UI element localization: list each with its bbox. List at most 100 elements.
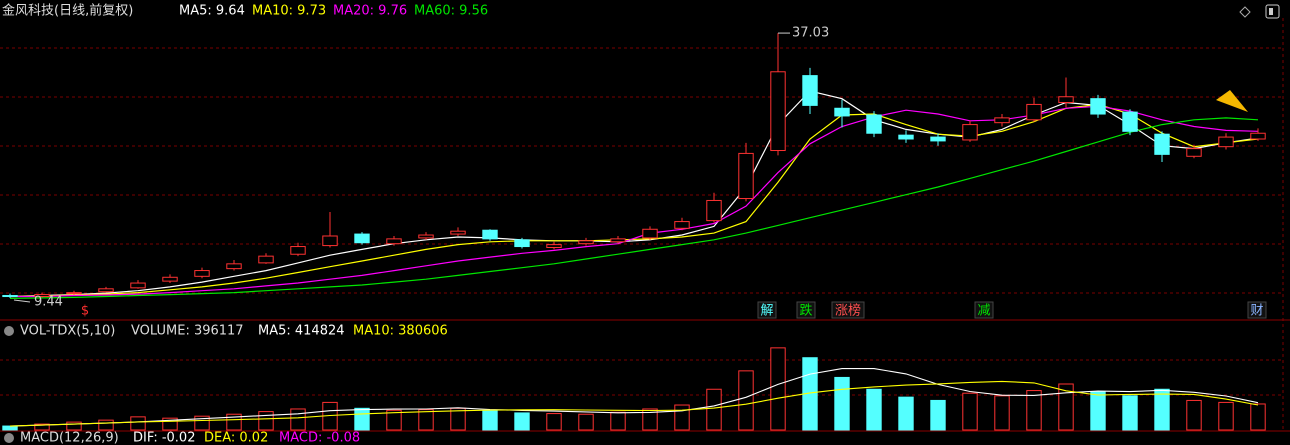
candle-body xyxy=(130,282,146,289)
event-box xyxy=(796,301,816,319)
volume-bar xyxy=(1090,391,1106,431)
low-label: 9.44 xyxy=(34,295,63,310)
volume-bar xyxy=(482,410,498,431)
candle-body xyxy=(1122,111,1138,132)
candle-body xyxy=(674,221,690,229)
candle-body xyxy=(226,263,242,270)
candle-body xyxy=(450,230,466,235)
ma-line xyxy=(10,105,1259,298)
volume-bar xyxy=(290,408,306,431)
volume-bar xyxy=(866,388,882,431)
ma-legend: MA10: 9.73 xyxy=(252,4,326,19)
volume-bar xyxy=(770,347,786,431)
volume-bar xyxy=(706,388,722,431)
macd-value: DEA: 0.02 xyxy=(204,431,268,445)
volume-bar xyxy=(1122,395,1138,431)
volume-value: VOLUME: 396117 xyxy=(131,324,244,339)
volume-ma-line xyxy=(9,380,1259,427)
event-marker: $ xyxy=(81,304,89,319)
ma-legend: MA60: 9.56 xyxy=(414,4,488,19)
volume-bar xyxy=(418,409,434,431)
candle-body xyxy=(258,255,274,264)
volume-bar xyxy=(1250,403,1266,431)
candle-body xyxy=(386,238,402,245)
volume-ma-legend: MA5: 414824 xyxy=(258,324,345,339)
candle-body xyxy=(834,107,850,117)
low-pointer xyxy=(13,299,31,303)
peak-label: 37.03 xyxy=(792,26,829,41)
candle-body xyxy=(898,134,914,140)
candle-body xyxy=(322,235,338,247)
candle-body xyxy=(930,136,946,142)
candle-body xyxy=(482,229,498,240)
candle-body xyxy=(642,228,658,239)
volume-bar xyxy=(226,413,242,431)
volume-bar xyxy=(98,419,114,431)
volume-ma-line xyxy=(9,368,1259,427)
volume-ma-legend: MA10: 380606 xyxy=(353,324,448,339)
macd-value: DIF: -0.02 xyxy=(133,431,195,445)
volume-bar xyxy=(514,412,530,431)
macd-value: MACD: -0.08 xyxy=(279,431,360,445)
volume-bar xyxy=(162,417,178,431)
ma-line xyxy=(9,90,1259,298)
candle-body xyxy=(290,246,306,255)
volume-bar xyxy=(258,411,274,431)
volume-bar xyxy=(642,408,658,431)
macd-title: MACD(12,26,9) xyxy=(20,431,119,445)
arrow-icon xyxy=(1216,90,1248,112)
volume-bar xyxy=(194,415,210,431)
candle-body xyxy=(706,199,722,222)
ma-line xyxy=(9,103,1259,298)
volume-bar xyxy=(994,395,1010,431)
candle-body xyxy=(1026,103,1042,121)
candle-body xyxy=(162,276,178,282)
volume-bar xyxy=(1218,401,1234,431)
candle-body xyxy=(866,114,882,134)
ma-line xyxy=(9,117,1259,299)
volume-bar xyxy=(674,404,690,431)
event-marker: 涨榜 xyxy=(835,303,861,319)
volume-bar xyxy=(930,399,946,431)
event-box xyxy=(1247,301,1267,319)
candle-body xyxy=(994,117,1010,124)
candle-body xyxy=(1154,133,1170,155)
stock-title: 金风科技(日线,前复权) xyxy=(2,3,133,19)
candle-body xyxy=(1058,96,1074,104)
event-box xyxy=(831,301,865,319)
volume-title: VOL-TDX(5,10) xyxy=(20,324,115,339)
candle-body xyxy=(1250,132,1266,140)
candle-body xyxy=(418,234,434,239)
volume-bar xyxy=(66,421,82,431)
candle-body xyxy=(66,292,82,295)
volume-bar xyxy=(898,396,914,431)
volume-bar xyxy=(2,425,18,431)
ma-legend: MA20: 9.76 xyxy=(333,4,407,19)
candle-body xyxy=(578,240,594,245)
chart-layer: 37.03 9.44 $ 解 跌 涨榜 减 财 金风科技(日线,前复权) MA5: 9.64 MA1… xyxy=(2,3,1267,445)
ma-legend: MA5: 9.64 xyxy=(179,4,245,19)
candle-body xyxy=(2,295,18,298)
volume-bar xyxy=(578,413,594,431)
volume-bar xyxy=(1058,383,1074,431)
candle-body xyxy=(1090,98,1106,115)
candle-body xyxy=(1218,136,1234,148)
volume-bar xyxy=(610,411,626,431)
event-box xyxy=(757,301,777,319)
candle-body xyxy=(962,124,978,141)
volume-bar xyxy=(546,413,562,431)
candle-body xyxy=(610,238,626,243)
volume-bar xyxy=(1154,388,1170,431)
volume-bar xyxy=(834,376,850,431)
candle-body xyxy=(98,288,114,293)
candle-body xyxy=(546,244,562,249)
candle-body xyxy=(194,270,210,277)
candle-body xyxy=(770,71,786,152)
candle-body xyxy=(738,152,754,200)
volume-bar xyxy=(1026,390,1042,431)
volume-bar xyxy=(450,407,466,431)
event-marker: 跌 xyxy=(799,303,812,319)
volume-bar xyxy=(386,409,402,431)
volume-bar xyxy=(130,416,146,431)
